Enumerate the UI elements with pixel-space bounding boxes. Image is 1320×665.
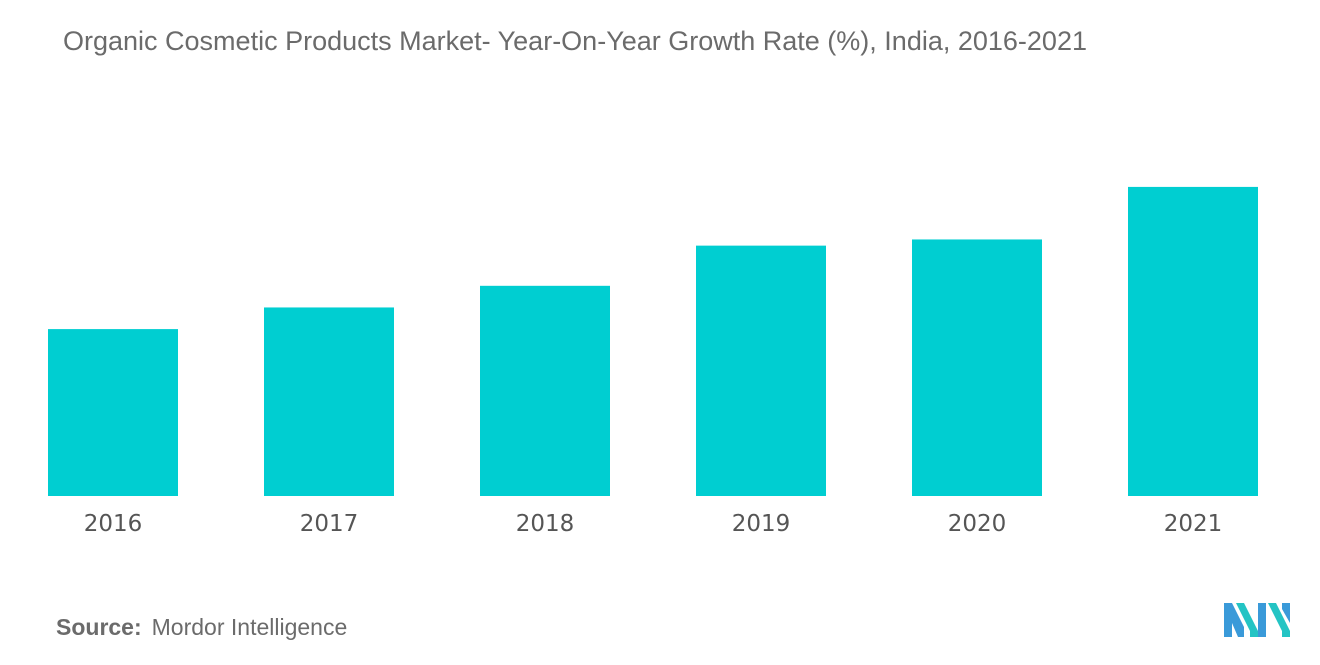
source-label: Source: — [56, 614, 142, 640]
bar-2021 — [1128, 186, 1258, 496]
x-tick-labels: 2016 2017 2018 2019 2020 2021 — [84, 511, 1223, 537]
bar-2018 — [480, 285, 610, 496]
bar-2020 — [912, 239, 1042, 497]
bar-2019 — [696, 245, 826, 496]
x-tick-label-2016: 2016 — [84, 511, 143, 537]
source-value: Mordor Intelligence — [151, 614, 348, 640]
bars-group — [48, 186, 1258, 497]
x-tick-label-2019: 2019 — [732, 511, 791, 537]
x-tick-label-2017: 2017 — [300, 511, 359, 537]
x-tick-label-2020: 2020 — [948, 511, 1007, 537]
bar-2016 — [48, 329, 178, 496]
x-tick-label-2018: 2018 — [516, 511, 575, 537]
bar-2017 — [264, 307, 394, 496]
bar-chart: 2016 2017 2018 2019 2020 2021 — [48, 186, 1258, 537]
mordor-intelligence-logo-icon — [1224, 603, 1290, 637]
source-line: Source: Mordor Intelligence — [56, 614, 347, 641]
chart-title: Organic Cosmetic Products Market- Year-O… — [63, 26, 1087, 56]
x-tick-label-2021: 2021 — [1164, 511, 1223, 537]
